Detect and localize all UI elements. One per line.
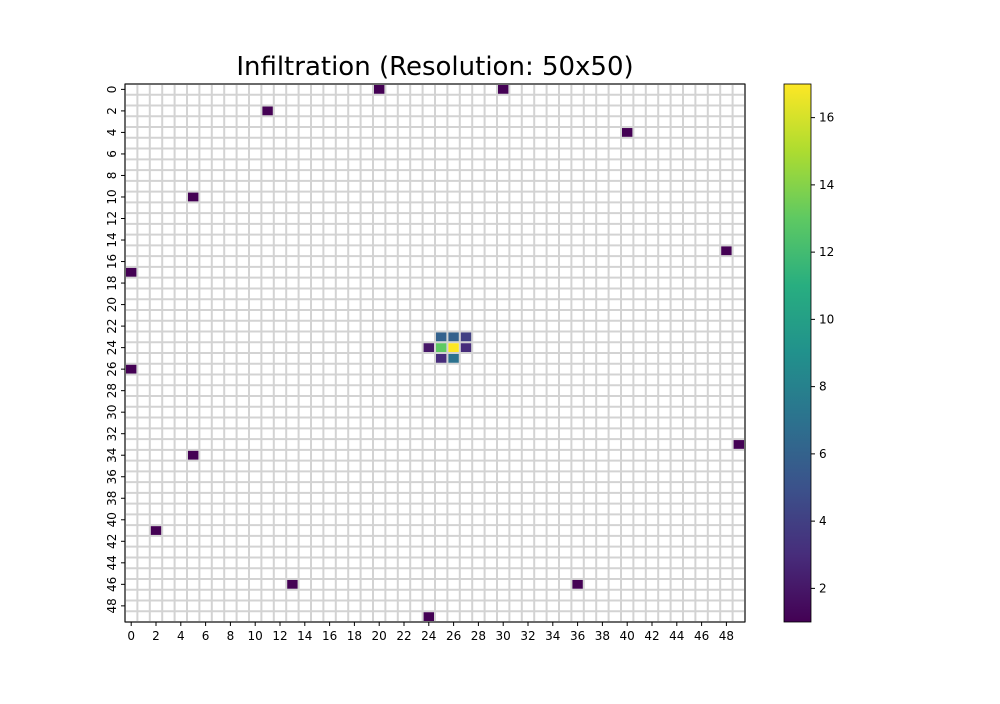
heatmap-cell	[423, 343, 434, 352]
x-tick-label: 6	[202, 629, 210, 643]
colorbar-tick-label: 6	[819, 447, 827, 461]
heatmap-cell	[498, 85, 509, 94]
colorbar-tick-label: 2	[819, 581, 827, 595]
y-tick-label: 0	[105, 86, 119, 94]
x-tick-label: 44	[669, 629, 684, 643]
y-tick-label: 42	[105, 534, 119, 549]
colorbar-frame	[783, 83, 812, 623]
heatmap-cell	[622, 128, 633, 137]
x-tick-label: 22	[396, 629, 411, 643]
x-tick-label: 42	[644, 629, 659, 643]
y-tick-label: 40	[105, 512, 119, 527]
y-tick-label: 30	[105, 405, 119, 420]
x-tick-label: 20	[372, 629, 387, 643]
colorbar-tick-label: 14	[819, 178, 834, 192]
x-tick-label: 0	[127, 629, 135, 643]
y-tick-label: 48	[105, 598, 119, 613]
heatmap-cell	[460, 343, 472, 352]
heatmap-cell	[188, 192, 199, 202]
heatmap-cell	[733, 440, 744, 449]
y-tick-label: 44	[105, 555, 119, 570]
x-tick-label: 40	[620, 629, 635, 643]
x-tick-label: 2	[152, 629, 160, 643]
x-tick-label: 4	[177, 629, 185, 643]
y-tick-label: 46	[105, 577, 119, 592]
colorbar-gradient	[784, 84, 811, 622]
heatmap-cell	[572, 579, 583, 589]
heatmap-cell	[188, 450, 199, 460]
colorbar: 2 4 6 8 10 12 14 16	[783, 83, 834, 623]
colorbar-tick-label: 10	[819, 312, 834, 326]
x-tick-label: 32	[520, 629, 535, 643]
heatmap-cell	[126, 364, 137, 374]
y-tick-label: 10	[105, 189, 119, 204]
x-tick-label: 16	[322, 629, 337, 643]
x-tick-label: 18	[347, 629, 362, 643]
heatmap-grid	[124, 83, 746, 623]
plot-frame	[124, 83, 746, 623]
heatmap-cell	[262, 106, 273, 116]
y-tick-label: 20	[105, 297, 119, 312]
heatmap-cell	[423, 612, 434, 621]
x-tick-label: 24	[421, 629, 436, 643]
y-tick-label: 28	[105, 383, 119, 398]
heatmap-cell	[374, 85, 385, 94]
colorbar-tick-label: 4	[819, 514, 827, 528]
x-tick-label: 48	[719, 629, 734, 643]
colorbar-tick-label: 12	[819, 245, 834, 259]
x-tick-label: 46	[694, 629, 709, 643]
heatmap-axes: 0 2 4 6 8 10 12 14 16 18 20 22 24 26 28 30 32 34 36 38 40 42 4…	[105, 83, 746, 643]
y-tick-label: 24	[105, 340, 119, 355]
y-tick-label: 36	[105, 469, 119, 484]
x-tick-label: 34	[545, 629, 560, 643]
x-tick-label: 38	[595, 629, 610, 643]
x-tick-label: 8	[227, 629, 235, 643]
y-tick-label: 2	[105, 107, 119, 115]
y-tick-label: 8	[105, 172, 119, 180]
heatmap-cell	[448, 343, 459, 352]
x-tick-label: 30	[496, 629, 511, 643]
heatmap-cell	[448, 332, 459, 342]
y-tick-label: 22	[105, 318, 119, 333]
y-tick-label: 18	[105, 275, 119, 290]
colorbar-tick-label: 16	[819, 111, 834, 125]
heatmap-cells	[126, 85, 744, 621]
y-tick-label: 32	[105, 426, 119, 441]
heatmap-cell	[460, 332, 472, 342]
heatmap-cell	[721, 246, 732, 256]
x-tick-label: 12	[272, 629, 287, 643]
heatmap-cell	[287, 579, 298, 589]
x-tick-label: 10	[248, 629, 263, 643]
heatmap-cell	[448, 354, 459, 363]
y-tick-label: 26	[105, 361, 119, 376]
heatmap-cell	[436, 343, 447, 352]
heatmap-cell	[126, 267, 137, 277]
y-tick-label: 38	[105, 491, 119, 506]
x-tick-label: 26	[446, 629, 461, 643]
y-tick-label: 12	[105, 211, 119, 226]
heatmap-cell	[436, 332, 447, 342]
y-tick-label: 6	[105, 150, 119, 158]
x-tick-label: 36	[570, 629, 585, 643]
heatmap-cell	[150, 526, 162, 535]
heatmap-cell	[436, 354, 447, 363]
y-tick-label: 4	[105, 129, 119, 137]
y-tick-label: 14	[105, 232, 119, 247]
y-tick-label: 34	[105, 448, 119, 463]
colorbar-tick-label: 8	[819, 380, 827, 394]
y-tick-label: 16	[105, 254, 119, 269]
chart-title: Infiltration (Resolution: 50x50)	[236, 52, 633, 82]
x-tick-label: 14	[297, 629, 312, 643]
x-tick-label: 28	[471, 629, 486, 643]
